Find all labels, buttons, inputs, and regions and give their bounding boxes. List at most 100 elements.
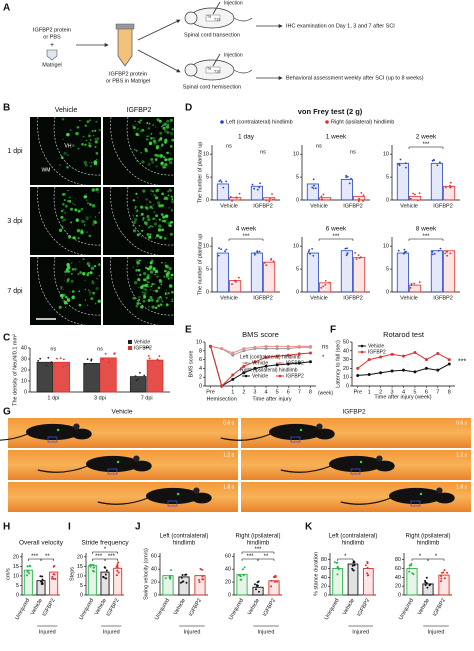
line-point <box>367 373 371 377</box>
x-tick-label: 1 <box>231 389 234 395</box>
significance-label: *** <box>31 554 39 560</box>
cell-signal <box>144 206 148 209</box>
cell-signal <box>85 216 89 220</box>
cell-signal <box>72 202 74 205</box>
data-point <box>398 163 400 166</box>
line-point <box>275 363 279 367</box>
cell-signal <box>146 233 150 236</box>
cell-signal <box>93 160 98 164</box>
bar <box>319 197 332 201</box>
bar <box>36 580 46 596</box>
data-point <box>169 577 172 580</box>
cell-signal <box>96 158 98 161</box>
cell-signal <box>159 154 164 158</box>
cell-signal <box>91 281 95 285</box>
x-tick-label: 3 <box>253 389 256 395</box>
y-tick-label: 5 <box>296 175 299 181</box>
bar <box>178 576 190 596</box>
mix-tube <box>117 27 133 67</box>
cell-signal <box>62 300 65 302</box>
data-point <box>433 252 436 255</box>
y-tick-label: 50 <box>343 339 349 345</box>
group-label: Injured <box>428 629 445 635</box>
y-tick-label: 40 <box>225 567 231 573</box>
data-point <box>414 193 416 196</box>
significance-label: *** <box>422 234 430 240</box>
cell-signal <box>157 228 162 232</box>
y-tick-label: 0 <box>386 289 389 295</box>
tracking-box <box>350 468 361 475</box>
cell-signal <box>61 225 64 228</box>
line-point <box>286 347 290 351</box>
cell-signal <box>68 259 70 261</box>
cell-signal <box>152 293 154 295</box>
line-point <box>275 354 279 358</box>
cell-signal <box>94 221 97 224</box>
cell-signal <box>164 262 167 264</box>
cell-signal <box>147 127 151 130</box>
time-label: 1.2 s <box>456 452 467 458</box>
data-point <box>135 379 138 382</box>
cell-signal <box>89 216 91 218</box>
cell-signal <box>162 165 166 169</box>
line-point <box>264 344 268 348</box>
schematic-text: or PBS <box>43 34 61 40</box>
cell-signal <box>75 132 78 135</box>
cell-signal <box>79 261 81 263</box>
cell-signal <box>145 197 148 201</box>
cell-signal <box>164 269 167 273</box>
cell-signal <box>148 139 150 141</box>
data-point <box>254 253 256 256</box>
micrograph <box>30 187 101 255</box>
cell-signal <box>162 215 166 219</box>
cell-signal <box>166 303 168 305</box>
tracking-box <box>47 436 58 443</box>
cell-signal <box>132 126 136 130</box>
bar <box>229 197 242 201</box>
legend-label: Vehicle <box>134 339 150 345</box>
significance-bracket <box>408 238 444 241</box>
x-tick-label: 8 <box>448 389 451 395</box>
cell-signal <box>163 122 167 126</box>
cell-signal <box>156 118 160 122</box>
tracking-dot <box>359 460 363 464</box>
data-point <box>37 359 40 362</box>
cell-signal <box>89 294 91 296</box>
cell-signal <box>160 213 164 216</box>
cell-signal <box>157 139 161 142</box>
cell-signal <box>161 192 164 196</box>
cell-signal <box>160 303 163 306</box>
cell-signal <box>146 122 149 124</box>
panel-label: J <box>135 522 141 533</box>
cell-signal <box>95 187 99 192</box>
cell-signal <box>146 276 150 280</box>
cell-signal <box>135 149 138 152</box>
data-point <box>424 584 427 586</box>
cell-signal <box>98 274 101 277</box>
significance-label: ** <box>45 554 50 560</box>
cell-signal <box>132 199 135 202</box>
line-point <box>308 344 312 348</box>
cell-signal <box>165 151 169 155</box>
significance-bracket <box>104 558 118 561</box>
significance-label: ns <box>322 344 328 350</box>
cell-signal <box>170 199 175 204</box>
data-point <box>39 575 42 578</box>
data-point <box>105 569 108 572</box>
bar <box>268 580 280 596</box>
x-tick-label: 6 <box>287 389 290 395</box>
significance-label: * <box>104 547 107 553</box>
cell-signal <box>148 266 152 270</box>
cell-signal <box>83 160 87 165</box>
data-point <box>104 566 107 569</box>
cell-signal <box>135 304 139 308</box>
panel-label: D <box>185 103 192 114</box>
cell-signal <box>83 224 86 226</box>
cell-signal <box>162 126 166 130</box>
data-point <box>413 282 415 285</box>
y-tick-label: 40 <box>343 348 349 354</box>
line-point <box>220 384 224 388</box>
cell-signal <box>92 134 95 137</box>
cell-signal <box>147 298 151 302</box>
x-tick-label: 5 <box>413 389 416 395</box>
